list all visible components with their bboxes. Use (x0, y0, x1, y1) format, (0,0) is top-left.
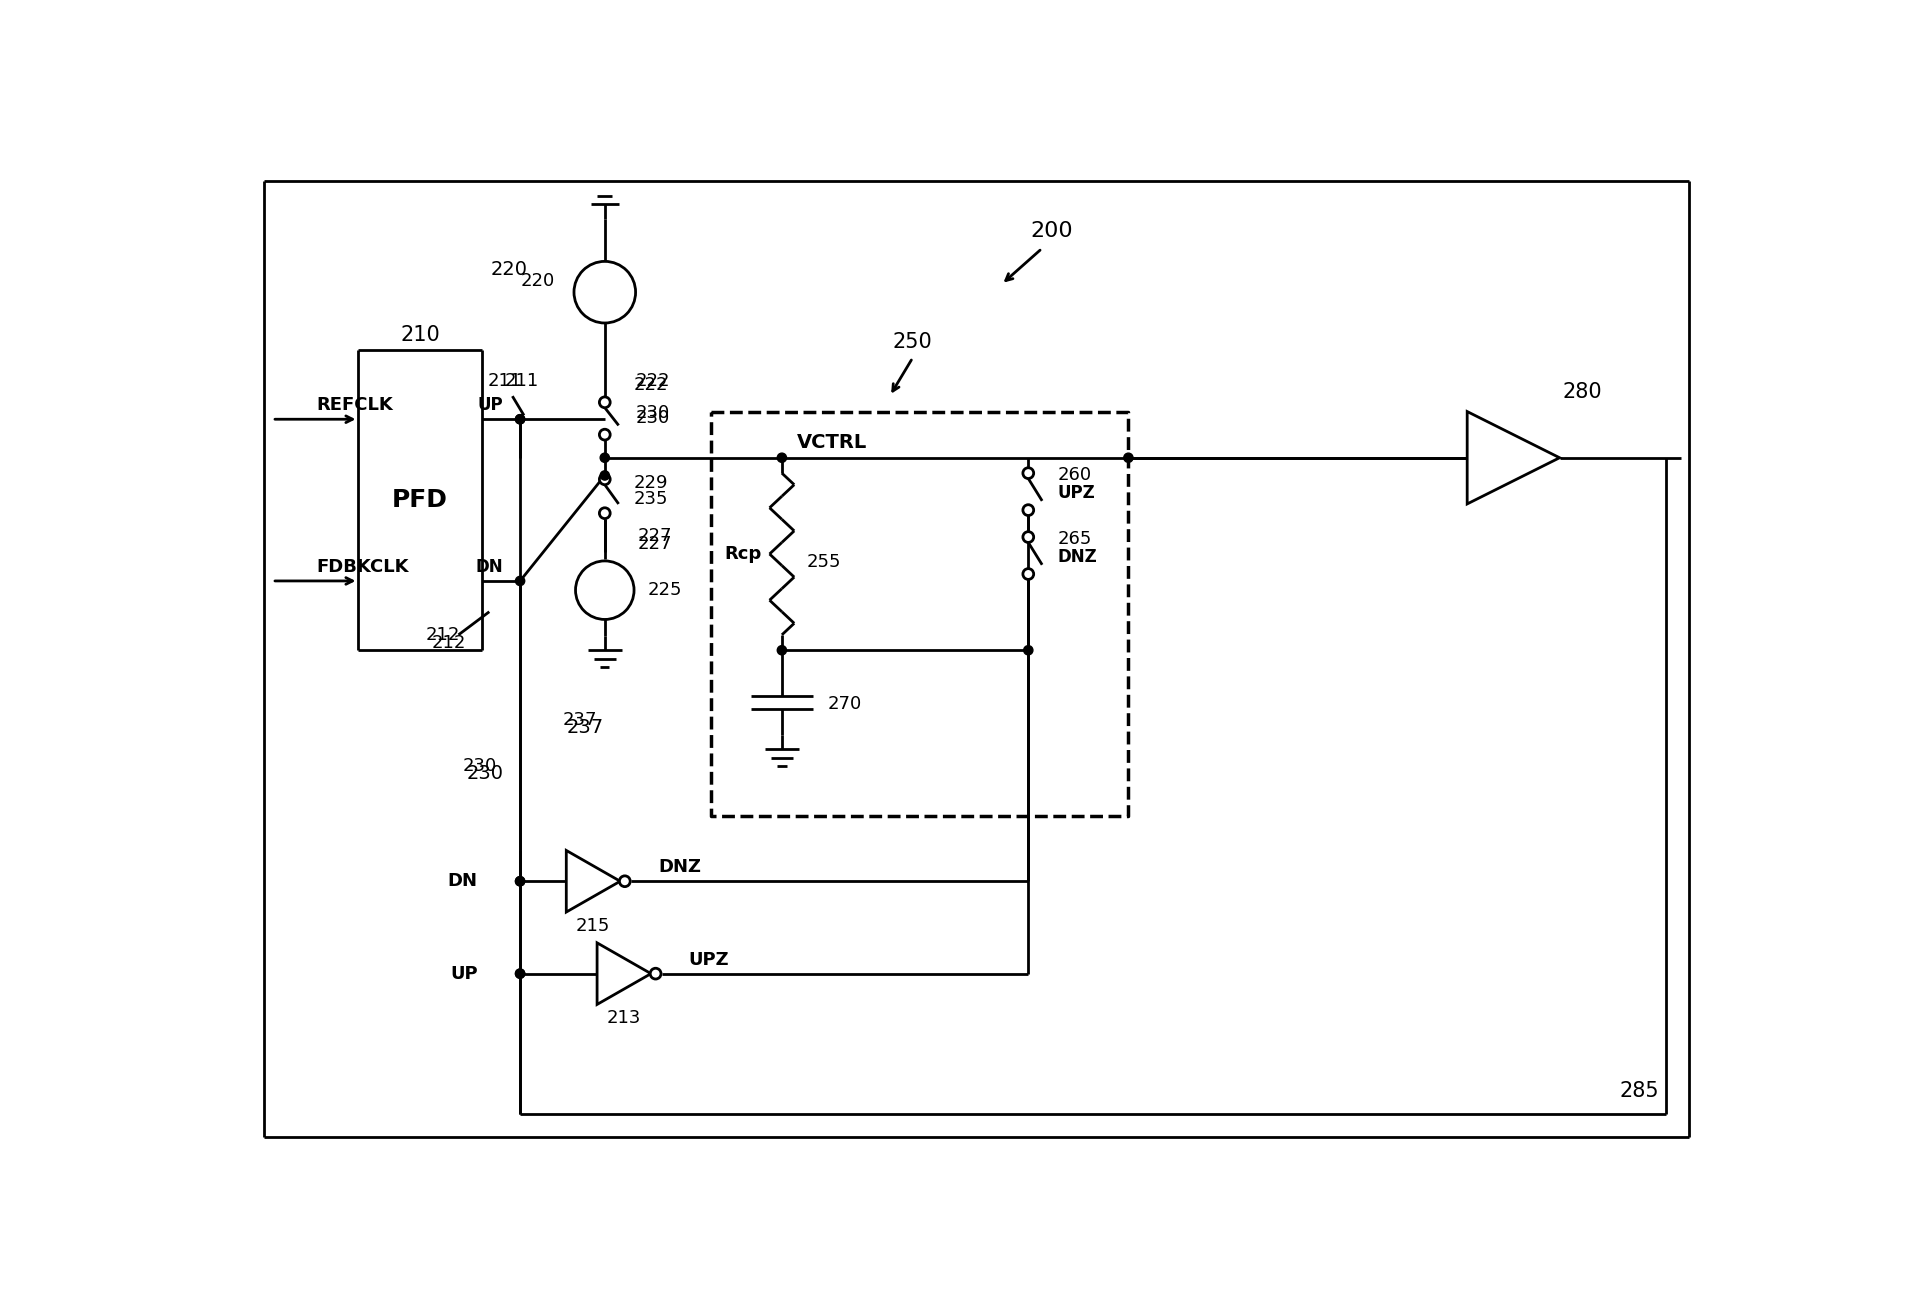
Text: 250: 250 (893, 332, 933, 352)
Text: 220: 220 (520, 272, 554, 290)
Circle shape (575, 562, 634, 619)
Text: 210: 210 (400, 324, 440, 345)
Circle shape (600, 474, 610, 484)
Circle shape (1023, 646, 1033, 655)
Circle shape (1023, 568, 1034, 580)
Text: FDBKCLK: FDBKCLK (316, 558, 408, 576)
Text: 211: 211 (488, 371, 522, 390)
Circle shape (1023, 468, 1034, 479)
Text: 229: 229 (634, 474, 669, 492)
Circle shape (600, 508, 610, 518)
Text: 230: 230 (636, 409, 671, 426)
Circle shape (777, 646, 787, 655)
Text: 260: 260 (1057, 466, 1092, 484)
Text: UP: UP (450, 964, 478, 983)
Polygon shape (566, 850, 621, 912)
Text: 230: 230 (636, 404, 671, 422)
Text: UPZ: UPZ (690, 951, 730, 968)
Circle shape (600, 453, 610, 462)
Text: 222: 222 (636, 371, 671, 390)
Text: VCTRL: VCTRL (798, 433, 867, 451)
Text: 227: 227 (636, 527, 672, 546)
Text: 255: 255 (808, 552, 842, 571)
Circle shape (600, 429, 610, 440)
Text: 280: 280 (1562, 382, 1602, 403)
Circle shape (516, 970, 524, 979)
Text: 230: 230 (463, 757, 497, 775)
Circle shape (1124, 453, 1133, 462)
Circle shape (1023, 531, 1034, 542)
Text: UPZ: UPZ (1057, 484, 1095, 502)
Text: 215: 215 (575, 917, 610, 935)
Text: 230: 230 (467, 764, 503, 783)
Text: 285: 285 (1619, 1081, 1659, 1101)
Circle shape (650, 968, 661, 979)
Text: REFCLK: REFCLK (316, 396, 392, 415)
Text: DN: DN (448, 872, 478, 891)
Text: 222: 222 (634, 375, 669, 394)
Text: VCO: VCO (1490, 449, 1537, 467)
Text: DNZ: DNZ (1057, 548, 1097, 565)
Text: 237: 237 (562, 711, 596, 728)
Text: Rcp: Rcp (724, 544, 762, 563)
Circle shape (600, 471, 610, 480)
Circle shape (777, 453, 787, 462)
Text: 211: 211 (505, 371, 539, 390)
Text: 265: 265 (1057, 530, 1092, 547)
Text: 227: 227 (636, 535, 672, 552)
Text: 270: 270 (829, 695, 863, 714)
Text: 212: 212 (427, 626, 461, 644)
Circle shape (600, 398, 610, 408)
Circle shape (516, 876, 524, 886)
Text: 200: 200 (1031, 220, 1073, 240)
Circle shape (619, 876, 631, 887)
Polygon shape (596, 943, 652, 1005)
Circle shape (516, 970, 524, 979)
Circle shape (516, 415, 524, 424)
Text: DNZ: DNZ (657, 858, 701, 876)
Text: 225: 225 (648, 581, 682, 600)
Circle shape (516, 876, 524, 886)
Text: 220: 220 (491, 260, 528, 278)
Circle shape (573, 261, 636, 323)
Text: 213: 213 (608, 1009, 642, 1027)
Text: 212: 212 (432, 634, 467, 652)
Circle shape (516, 576, 524, 585)
Polygon shape (1467, 412, 1560, 504)
Circle shape (516, 415, 524, 424)
Text: 237: 237 (566, 718, 604, 737)
Text: PFD: PFD (392, 488, 448, 512)
Text: 235: 235 (634, 491, 669, 508)
Circle shape (1023, 505, 1034, 516)
Text: DN: DN (476, 558, 503, 576)
Text: UP: UP (478, 396, 503, 415)
